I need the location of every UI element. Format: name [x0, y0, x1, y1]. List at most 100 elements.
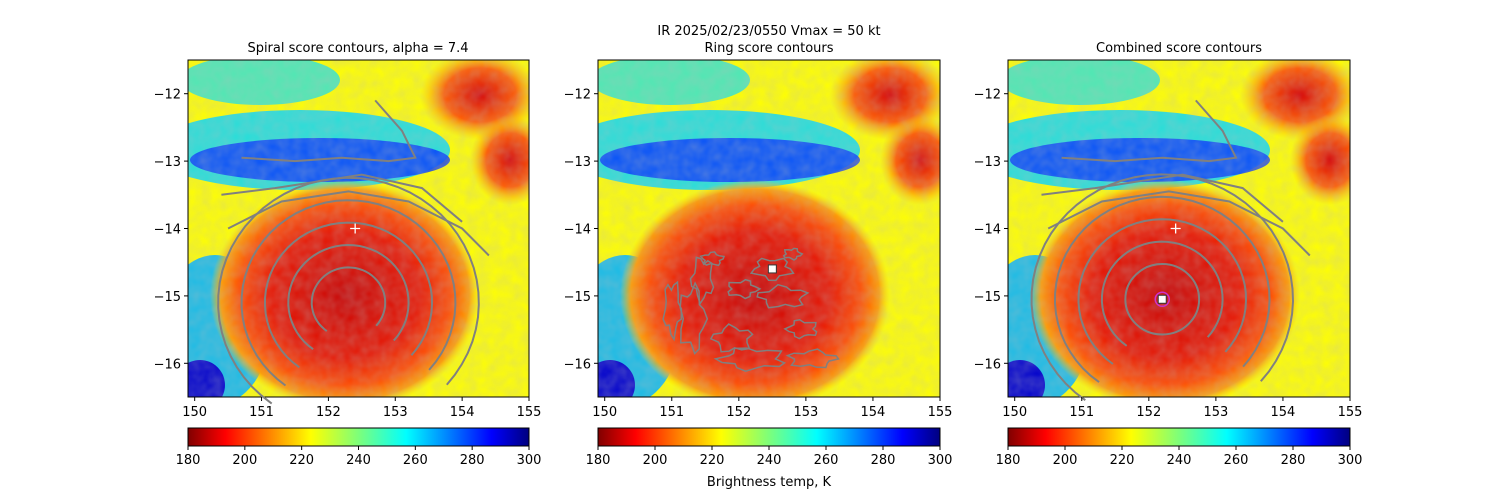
- colorbar-tick-label: 240: [1167, 453, 1192, 468]
- contour-line: [1124, 263, 1201, 336]
- contour-line: [713, 347, 787, 372]
- y-tick-label: −14: [154, 223, 181, 238]
- x-tick-label: 152: [1136, 405, 1161, 420]
- colorbar-tick-label: 280: [871, 453, 896, 468]
- x-tick-label: 154: [450, 405, 475, 420]
- contour-line: [662, 280, 683, 342]
- y-tick-label: −13: [154, 155, 181, 170]
- y-tick-label: −12: [154, 88, 181, 103]
- x-tick-label: 150: [592, 405, 617, 420]
- x-tick-label: 155: [1338, 405, 1363, 420]
- contour-line: [1047, 190, 1311, 257]
- colorbar-tick-label: 260: [814, 453, 839, 468]
- x-tick-label: 154: [1271, 405, 1296, 420]
- x-tick-label: 153: [793, 405, 818, 420]
- contour-line: [679, 281, 709, 355]
- x-tick-label: 151: [659, 405, 684, 420]
- contour-line: [1061, 99, 1238, 163]
- colorbar-tick-label: 220: [700, 453, 725, 468]
- contour-line: [264, 221, 434, 369]
- colorbar-tick-label: 260: [403, 453, 428, 468]
- contour-line: [227, 190, 490, 257]
- panel-combined: Combined score contours 150 151 152 153 154 1…: [974, 41, 1363, 468]
- colorbar-combined: 180 200 220 240 260 280 300: [996, 427, 1363, 468]
- y-tick-label: −12: [974, 88, 1001, 103]
- ir-image-spiral: [188, 60, 529, 397]
- colorbar-tick-label: 240: [757, 453, 782, 468]
- contour-line: [287, 243, 410, 350]
- y-tick-label: −15: [974, 290, 1001, 305]
- ir-image-ring: [598, 60, 940, 397]
- colorbar-tick-label: 200: [643, 453, 668, 468]
- y-tick-label: −15: [564, 290, 591, 305]
- panel-title-ring: Ring score contours: [704, 41, 833, 56]
- y-tick-label: −16: [564, 357, 591, 372]
- y-tick-label: −13: [974, 155, 1001, 170]
- x-tick-label: 153: [383, 405, 408, 420]
- panel-spiral: Spiral score contours, alpha = 7.4 150 15…: [154, 41, 542, 468]
- contour-line: [1030, 173, 1295, 401]
- contour-line: [709, 323, 754, 353]
- colorbar-tick-label: 300: [517, 453, 542, 468]
- contour-line: [1041, 173, 1284, 223]
- y-tick-label: −12: [564, 88, 591, 103]
- figure-suptitle: IR 2025/02/23/0550 Vmax = 50 kt: [657, 24, 880, 39]
- colorbar-spiral: 180 200 220 240 260 280 300: [176, 427, 542, 468]
- y-tick-label: −14: [974, 223, 1001, 238]
- x-tick-label: 152: [316, 405, 341, 420]
- colorbar-tick-label: 260: [1224, 453, 1249, 468]
- contour-line: [1053, 195, 1271, 383]
- ring-contours: [662, 247, 840, 372]
- contour-line: [785, 348, 840, 369]
- y-tick-label: −16: [154, 357, 181, 372]
- colorbar-tick-label: 220: [289, 453, 314, 468]
- colorbar-ring: 180 200 220 240 260 280 300: [586, 427, 952, 468]
- contour-line: [749, 257, 795, 282]
- colorbar-tick-label: 300: [1338, 453, 1363, 468]
- x-tick-label: 155: [517, 405, 542, 420]
- combined-center-marker: [1157, 294, 1167, 304]
- ring-center-marker: [767, 264, 777, 274]
- colorbar-tick-label: 240: [346, 453, 371, 468]
- ir-image-combined: [1008, 60, 1350, 397]
- contour-line: [240, 199, 457, 387]
- contour-line: [1100, 240, 1224, 347]
- contour-line: [310, 266, 387, 332]
- combined-center-ring: [1154, 291, 1170, 308]
- contour-line: [1077, 218, 1248, 365]
- y-tick-label: −14: [564, 223, 591, 238]
- colorbar-tick-label: 200: [1053, 453, 1078, 468]
- x-tick-label: 152: [726, 405, 751, 420]
- contour-line: [699, 251, 726, 267]
- x-tick-label: 151: [1069, 405, 1094, 420]
- storm-center-marker: [1170, 223, 1181, 234]
- colorbar-tick-label: 180: [996, 453, 1021, 468]
- contour-line: [756, 283, 810, 309]
- x-tick-label: 153: [1203, 405, 1228, 420]
- contour-line: [727, 278, 762, 300]
- colorbar-tick-label: 220: [1110, 453, 1135, 468]
- x-tick-label: 150: [1002, 405, 1027, 420]
- colorbar-tick-label: 280: [1281, 453, 1306, 468]
- y-tick-label: −13: [564, 155, 591, 170]
- colorbar-tick-label: 180: [176, 453, 201, 468]
- combined-contours: [1030, 99, 1311, 401]
- x-tick-label: 155: [928, 405, 953, 420]
- colorbar-tick-label: 280: [460, 453, 485, 468]
- colorbar-label: Brightness temp, K: [707, 475, 832, 490]
- contour-line: [689, 256, 715, 306]
- y-tick-label: −15: [154, 290, 181, 305]
- panel-title-spiral: Spiral score contours, alpha = 7.4: [247, 41, 468, 56]
- x-tick-label: 151: [249, 405, 274, 420]
- spiral-contours: [217, 99, 490, 405]
- colorbar-tick-label: 200: [232, 453, 257, 468]
- contour-line: [221, 173, 463, 223]
- contour-line: [241, 99, 417, 163]
- panel-title-combined: Combined score contours: [1096, 41, 1262, 56]
- contour-line: [783, 319, 818, 340]
- y-tick-label: −16: [974, 357, 1001, 372]
- storm-center-marker: [350, 223, 361, 234]
- x-tick-label: 154: [861, 405, 886, 420]
- x-tick-label: 150: [182, 405, 207, 420]
